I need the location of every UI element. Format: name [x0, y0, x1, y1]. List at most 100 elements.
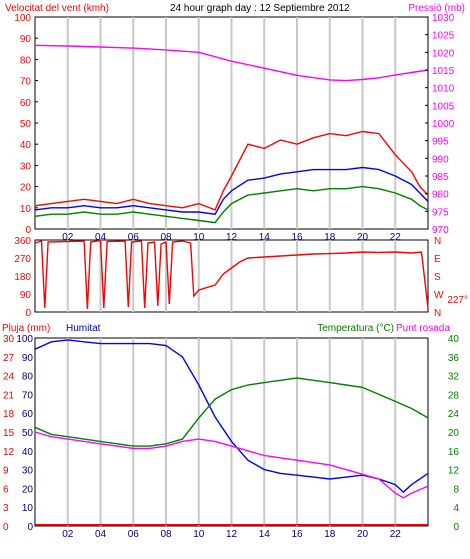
hour-tick-label: 16 — [291, 232, 303, 243]
wind-speed-tick-label: 100 — [14, 13, 31, 24]
rain-axis-label: Pluja (mm) — [2, 323, 50, 334]
hour-tick-label: 22 — [390, 529, 402, 540]
hour-tick-label: 14 — [259, 529, 271, 540]
temperature-tick-label: 4 — [453, 503, 459, 514]
humidity-tick-label: 60 — [22, 409, 34, 420]
humidity-tick-label: 10 — [22, 503, 34, 514]
wind-pressure-axis-ticks: 0102030405060708090100970975980985990995… — [14, 13, 454, 243]
humidity-tick-label: 0 — [27, 522, 33, 533]
wind-direction-tick-label: 90 — [20, 290, 32, 301]
pressure-tick-label: 1020 — [432, 48, 455, 59]
hour-tick-label: 12 — [226, 529, 238, 540]
humidity-tick-label: 90 — [22, 353, 34, 364]
wind-pressure-series-line-0 — [34, 130, 429, 211]
temperature-tick-label: 28 — [448, 390, 460, 401]
hour-tick-label: 08 — [160, 529, 172, 540]
rain-tick-label: 21 — [3, 390, 15, 401]
hour-tick-label: 12 — [226, 232, 238, 243]
wind-direction-tick-label: 270 — [14, 254, 31, 265]
chart-title: 24 hour graph day : 12 Septiembre 2012 — [170, 3, 350, 14]
pressure-tick-label: 1010 — [432, 84, 455, 95]
hour-tick-label: 02 — [62, 232, 74, 243]
humidity-tick-label: 20 — [22, 484, 34, 495]
temperature-tick-label: 40 — [448, 334, 460, 345]
temperature-axis-label: Temperatura (°C) — [317, 323, 394, 334]
humidity-tick-label: 80 — [22, 372, 34, 383]
wind-direction-tick-label: 360 — [14, 236, 31, 247]
wind-speed-tick-label: 60 — [20, 98, 32, 109]
wind-speed-tick-label: 70 — [20, 77, 32, 88]
rain-tick-label: 15 — [3, 428, 15, 439]
rain-tick-label: 3 — [3, 503, 9, 514]
pressure-tick-label: 980 — [432, 190, 449, 201]
wind-pressure-series — [34, 44, 429, 224]
wind-pressure-series-line-2 — [34, 185, 429, 224]
temperature-tick-label: 0 — [453, 522, 459, 533]
compass-tick-label: N — [434, 308, 441, 319]
wind-pressure-panel: 0102030405060708090100970975980985990995… — [5, 3, 465, 243]
pressure-tick-label: 975 — [432, 207, 449, 218]
pressure-tick-label: 970 — [432, 225, 449, 236]
rain-tick-label: 12 — [3, 447, 15, 458]
humidity-temperature-series-line-1 — [34, 377, 429, 447]
wind-direction-current-value: 227° — [447, 295, 468, 306]
rain-tick-label: 0 — [3, 522, 9, 533]
pressure-tick-label: 1015 — [432, 66, 455, 77]
wind-speed-tick-label: 90 — [20, 34, 32, 45]
humidity-axis-label: Humitat — [66, 323, 101, 334]
wind-speed-tick-label: 0 — [25, 225, 31, 236]
hour-tick-label: 04 — [95, 232, 107, 243]
hour-tick-label: 08 — [160, 232, 172, 243]
wind-speed-tick-label: 30 — [20, 161, 32, 172]
hour-tick-label: 04 — [95, 529, 107, 540]
rain-tick-label: 24 — [3, 372, 15, 383]
compass-tick-label: S — [434, 272, 441, 283]
wind-direction-panel: 0 N 90 W 180 S 270 E 360 N 227° — [14, 236, 468, 319]
wind-speed-axis-label: Velocitat del vent (kmh) — [5, 3, 109, 14]
wind-direction-tick-label: 180 — [14, 272, 31, 283]
pressure-tick-label: 1030 — [432, 13, 455, 24]
compass-tick-label: W — [434, 290, 444, 301]
hour-tick-label: 16 — [291, 529, 303, 540]
compass-tick-label: E — [434, 254, 441, 265]
dew-point-axis-label: Punt rosada — [396, 323, 450, 334]
pressure-tick-label: 1025 — [432, 31, 455, 42]
temperature-tick-label: 24 — [448, 409, 460, 420]
rain-tick-label: 30 — [3, 334, 15, 345]
pressure-axis-label: Pressió (mb) — [408, 3, 465, 14]
humidity-temperature-series-line-2 — [34, 431, 429, 499]
hour-tick-label: 14 — [259, 232, 271, 243]
rain-tick-label: 6 — [3, 484, 9, 495]
pressure-tick-label: 985 — [432, 172, 449, 183]
hour-tick-label: 20 — [357, 529, 369, 540]
humidity-temperature-panel: 0010320630940125015601870218024902710030… — [2, 323, 459, 540]
hour-tick-label: 20 — [357, 232, 369, 243]
temperature-tick-label: 8 — [453, 484, 459, 495]
wind-direction-tick-label: 0 — [25, 308, 31, 319]
wind-speed-tick-label: 50 — [20, 119, 32, 130]
hour-tick-label: 06 — [128, 232, 140, 243]
temperature-tick-label: 20 — [448, 428, 460, 439]
hour-tick-label: 02 — [62, 529, 74, 540]
pressure-tick-label: 995 — [432, 137, 449, 148]
wind-speed-tick-label: 80 — [20, 55, 32, 66]
temperature-tick-label: 16 — [448, 447, 460, 458]
rain-tick-label: 18 — [3, 409, 15, 420]
humidity-tick-label: 100 — [16, 334, 33, 345]
hour-tick-label: 18 — [324, 232, 336, 243]
rain-tick-label: 27 — [3, 353, 15, 364]
humidity-tick-label: 40 — [22, 447, 34, 458]
wind-pressure-series-line-3 — [34, 44, 429, 82]
temperature-tick-label: 32 — [448, 372, 460, 383]
humidity-temperature-axis-ticks: 0010320630940125015601870218024902710030… — [3, 334, 459, 540]
wind-direction-series-line-0 — [34, 239, 429, 310]
wind-direction-axis-ticks: 0 N 90 W 180 S 270 E 360 N — [14, 236, 444, 319]
wind-speed-tick-label: 10 — [20, 204, 32, 215]
humidity-temperature-grid — [66, 338, 397, 526]
wind-pressure-series-line-1 — [34, 166, 429, 215]
pressure-tick-label: 990 — [432, 154, 449, 165]
rain-tick-label: 9 — [3, 466, 9, 477]
humidity-temperature-series — [34, 339, 429, 526]
